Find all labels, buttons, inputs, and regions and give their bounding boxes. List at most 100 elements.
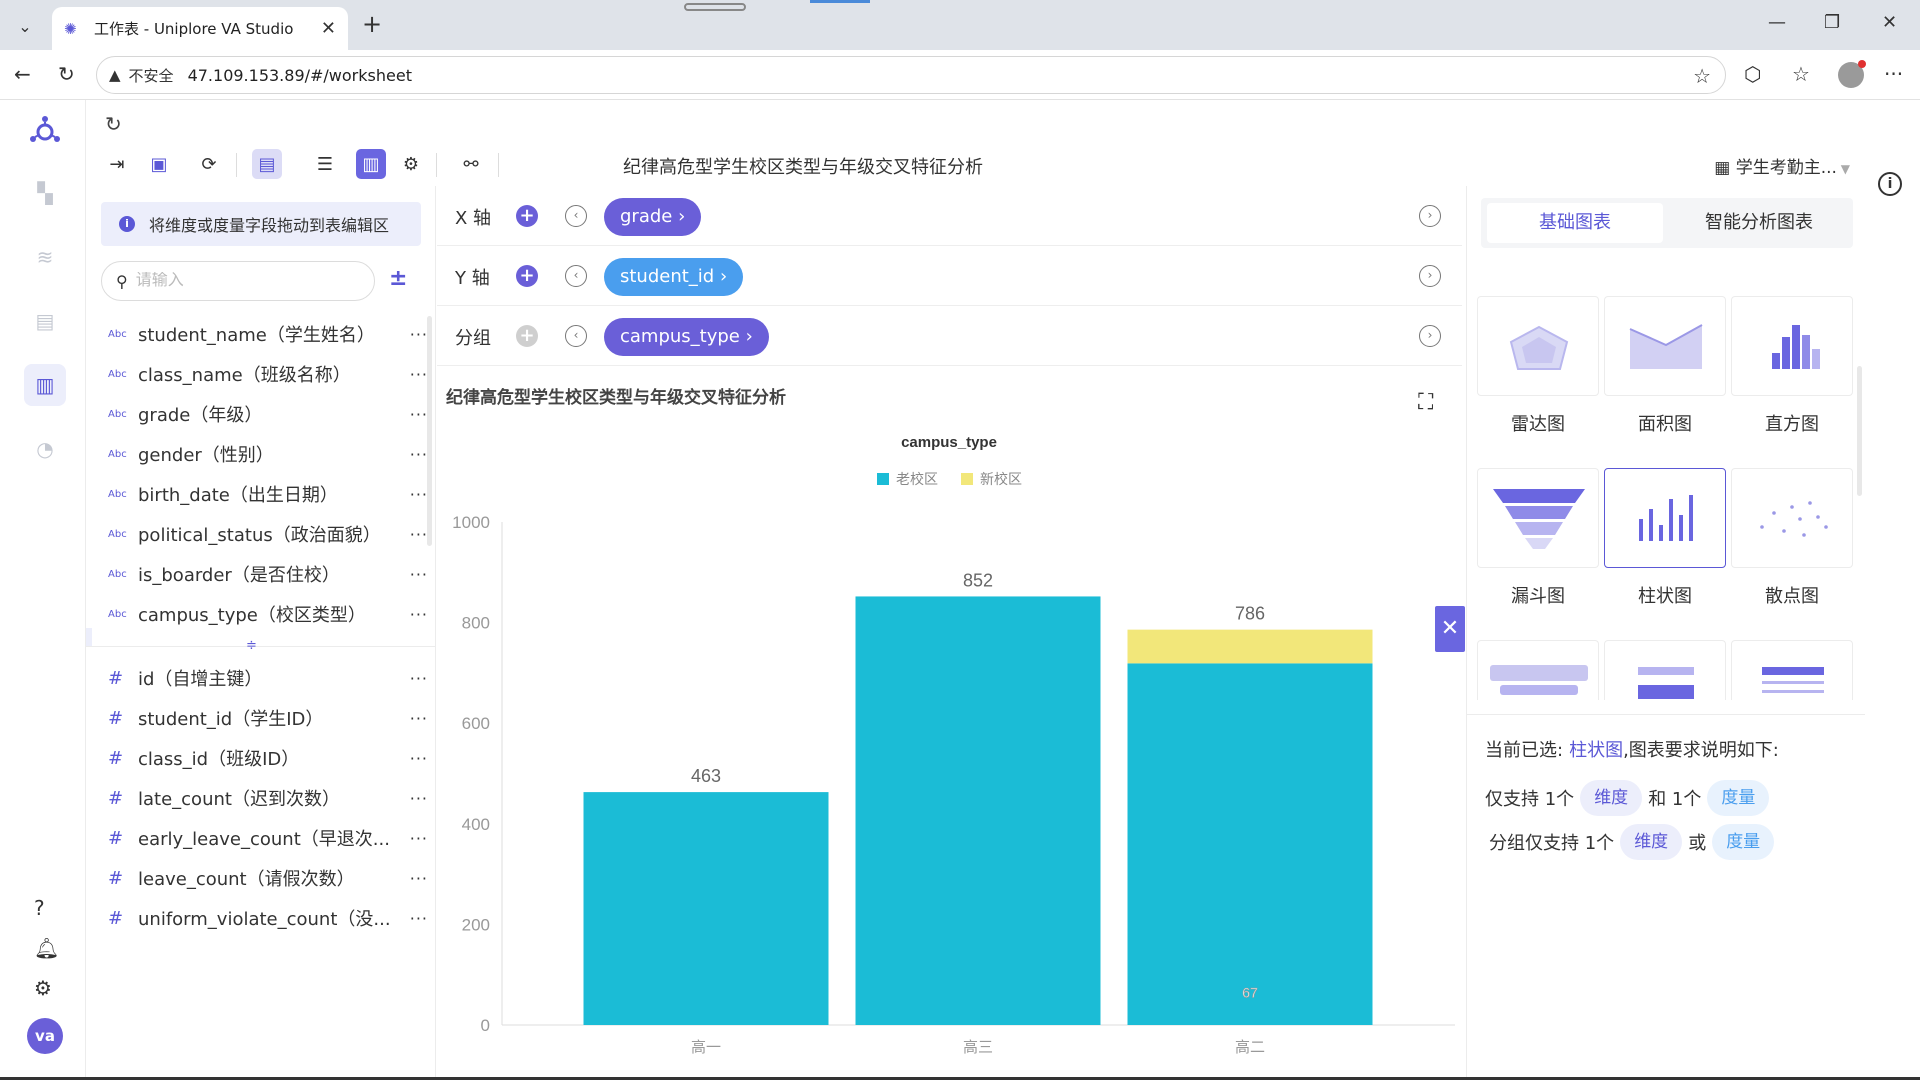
dimension-field[interactable]: Abc class_name（班级名称） ··· [108, 359, 428, 389]
worksheet-title[interactable]: 纪律高危型学生校区类型与年级交叉特征分析 [623, 157, 983, 178]
measure-field[interactable]: # early_leave_count（早退次... ··· [108, 823, 428, 853]
save-icon[interactable]: ▣ [150, 153, 168, 175]
rail-worksheet-icon[interactable]: ▥ [24, 364, 66, 406]
fullscreen-icon[interactable]: ⛶ [1418, 390, 1434, 415]
measure-field[interactable]: # late_count（迟到次数） ··· [108, 783, 428, 813]
field-more-icon[interactable]: ··· [409, 748, 428, 768]
help-icon[interactable]: ? [34, 896, 45, 920]
rail-dashboard-icon[interactable]: ▚ [37, 181, 53, 205]
measure-field[interactable]: # uniform_violate_count（没... ··· [108, 903, 428, 933]
url-text[interactable]: 47.109.153.89/#/worksheet [187, 65, 412, 85]
dimension-field[interactable]: Abc gender（性别） ··· [108, 439, 428, 469]
y-axis-shelf[interactable]: Y 轴 + ‹ student_id › › [437, 246, 1462, 306]
field-more-icon[interactable]: ··· [409, 788, 428, 808]
wordcloud-chart-option[interactable] [1477, 640, 1599, 700]
histogram-chart-option[interactable] [1731, 296, 1853, 396]
measure-field[interactable]: # student_id（学生ID） ··· [108, 703, 428, 733]
field-more-icon[interactable]: ··· [409, 444, 428, 464]
bookmark-star-icon[interactable]: ☆ [1693, 64, 1711, 88]
add-field-icon[interactable]: + [516, 265, 538, 287]
field-more-icon[interactable]: ··· [409, 364, 428, 384]
omnibox[interactable]: ▲ 不安全 47.109.153.89/#/worksheet ☆ [96, 56, 1726, 94]
restore-icon[interactable]: ❐ [1824, 12, 1841, 33]
scroll-right-icon[interactable]: › [1419, 265, 1441, 287]
table-chart-option[interactable] [1731, 640, 1853, 700]
field-more-icon[interactable]: ··· [409, 708, 428, 728]
app-logo-icon[interactable] [27, 114, 63, 150]
rail-datasets-icon[interactable]: ▤ [35, 309, 55, 333]
dimension-field[interactable]: Abc is_boarder（是否住校） ··· [108, 559, 428, 589]
field-more-icon[interactable]: ··· [409, 324, 428, 344]
group-shelf[interactable]: 分组 + ‹ campus_type › › [437, 306, 1462, 366]
page-refresh-icon[interactable]: ↻ [105, 112, 122, 136]
field-search-input[interactable] [135, 272, 336, 290]
settings-gear-icon[interactable]: ⚙ [34, 976, 52, 1000]
measure-field[interactable]: # class_id（班级ID） ··· [108, 743, 428, 773]
y-axis-field-pill[interactable]: student_id › [604, 258, 744, 296]
scroll-left-icon[interactable]: ‹ [565, 325, 587, 347]
radar-chart-option[interactable] [1477, 296, 1599, 396]
scroll-right-icon[interactable]: › [1419, 205, 1441, 227]
filter-sort-icon[interactable]: ☰ [316, 153, 334, 175]
scroll-right-icon[interactable]: › [1419, 325, 1441, 347]
tab-basic-charts[interactable]: 基础图表 [1487, 203, 1663, 243]
chart-view-icon[interactable]: ▥ [356, 149, 386, 179]
bar-chart-option[interactable] [1604, 468, 1726, 568]
add-field-icon[interactable]: + [516, 205, 538, 227]
funnel-chart-option[interactable] [1477, 468, 1599, 568]
dimension-field[interactable]: Abc student_name（学生姓名） ··· [108, 319, 428, 349]
indent-panel-icon[interactable]: ⇥ [109, 153, 125, 175]
x-axis-field-pill[interactable]: grade › [604, 198, 702, 236]
calculated-field-icon[interactable]: ± [389, 266, 408, 291]
dimension-field[interactable]: Abc campus_type（校区类型） ··· [108, 599, 428, 629]
browser-tab[interactable]: ✺ 工作表 - Uniplore VA Studio ✕ [52, 7, 348, 50]
browser-menu-icon[interactable]: ··· [1884, 62, 1904, 86]
field-more-icon[interactable]: ··· [409, 564, 428, 584]
favorites-icon[interactable]: ☆ [1792, 62, 1810, 86]
new-tab-icon[interactable]: + [362, 10, 383, 38]
dimension-field[interactable]: Abc birth_date（出生日期） ··· [108, 479, 428, 509]
tab-list-chevron-icon[interactable]: ⌄ [18, 16, 32, 36]
notifications-bell-icon[interactable]: 🔔︎ [34, 936, 60, 960]
close-window-icon[interactable]: ✕ [1882, 12, 1898, 33]
scroll-left-icon[interactable]: ‹ [565, 205, 587, 227]
extensions-icon[interactable]: ⬡ [1744, 62, 1762, 86]
user-avatar[interactable]: va [27, 1018, 63, 1054]
info-icon[interactable]: i [1878, 172, 1902, 196]
reload-icon[interactable]: ↻ [58, 62, 75, 86]
share-icon[interactable]: ⚯ [463, 153, 479, 175]
minimize-icon[interactable]: — [1768, 12, 1786, 33]
measure-field[interactable]: # id（自增主键） ··· [108, 663, 428, 693]
dimension-field[interactable]: Abc political_status（政治面貌） ··· [108, 519, 428, 549]
dimension-field[interactable]: Abc grade（年级） ··· [108, 399, 428, 429]
field-more-icon[interactable]: ··· [409, 908, 428, 928]
back-icon[interactable]: ← [14, 62, 31, 86]
scroll-left-icon[interactable]: ‹ [565, 265, 587, 287]
rail-database-icon[interactable]: ≋ [36, 245, 54, 269]
field-more-icon[interactable]: ··· [409, 868, 428, 888]
field-more-icon[interactable]: ··· [409, 484, 428, 504]
x-axis-shelf[interactable]: X 轴 + ‹ grade › › [437, 186, 1462, 246]
rail-monitor-icon[interactable]: ◔ [36, 437, 54, 461]
field-search[interactable]: ⚲ [101, 261, 375, 301]
chart-type-scrollbar[interactable] [1857, 366, 1862, 496]
panel-collapse-handle[interactable] [86, 628, 92, 646]
close-panel-icon[interactable]: ✕ [1435, 606, 1465, 652]
measure-field[interactable]: # leave_count（请假次数） ··· [108, 863, 428, 893]
field-more-icon[interactable]: ··· [409, 524, 428, 544]
group-field-pill[interactable]: campus_type › [604, 318, 769, 356]
field-more-icon[interactable]: ··· [409, 604, 428, 624]
chart-settings-icon[interactable]: ⚙ [402, 153, 420, 175]
tab-smart-charts[interactable]: 智能分析图表 [1705, 212, 1813, 233]
refresh-data-icon[interactable]: ⟳ [201, 153, 217, 175]
field-more-icon[interactable]: ··· [409, 828, 428, 848]
dataset-selector[interactable]: ▦ 学生考勤主... ▼ [1714, 153, 1850, 178]
area-chart-option[interactable] [1604, 296, 1726, 396]
field-more-icon[interactable]: ··· [409, 404, 428, 424]
scatter-chart-option[interactable] [1731, 468, 1853, 568]
field-more-icon[interactable]: ··· [409, 668, 428, 688]
resize-handle-icon[interactable]: ≑ [246, 638, 257, 653]
table-view-icon[interactable]: ▤ [252, 149, 282, 179]
kpi-chart-option[interactable] [1604, 640, 1726, 700]
close-tab-icon[interactable]: ✕ [320, 18, 336, 39]
